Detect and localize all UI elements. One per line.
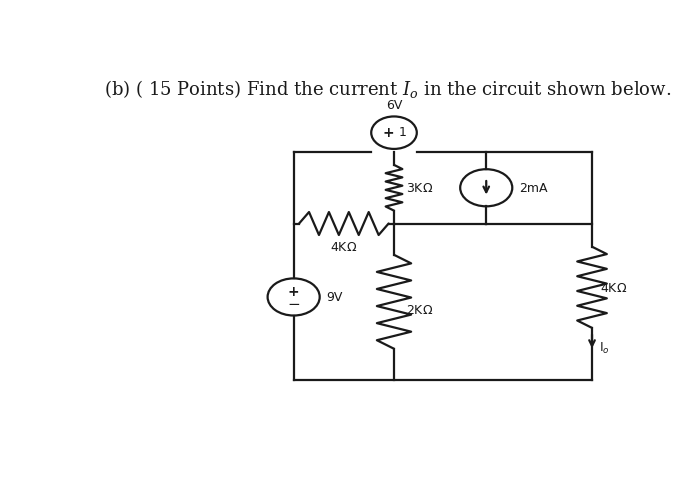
Text: 2mA: 2mA — [519, 182, 547, 195]
Text: +: + — [383, 125, 394, 139]
Text: I$_o$: I$_o$ — [598, 340, 609, 355]
Text: 4K$\Omega$: 4K$\Omega$ — [600, 281, 627, 294]
Text: 6V: 6V — [386, 99, 402, 111]
Text: 2K$\Omega$: 2K$\Omega$ — [406, 304, 433, 317]
Text: 1: 1 — [399, 126, 407, 139]
Text: 9V: 9V — [326, 291, 342, 304]
Text: −: − — [287, 296, 300, 311]
Text: 3K$\Omega$: 3K$\Omega$ — [406, 182, 433, 195]
Text: +: + — [288, 284, 300, 298]
Text: (b) ( 15 Points) Find the current $I_o$ in the circuit shown below.: (b) ( 15 Points) Find the current $I_o$ … — [104, 78, 671, 99]
Text: 4K$\Omega$: 4K$\Omega$ — [330, 240, 358, 253]
